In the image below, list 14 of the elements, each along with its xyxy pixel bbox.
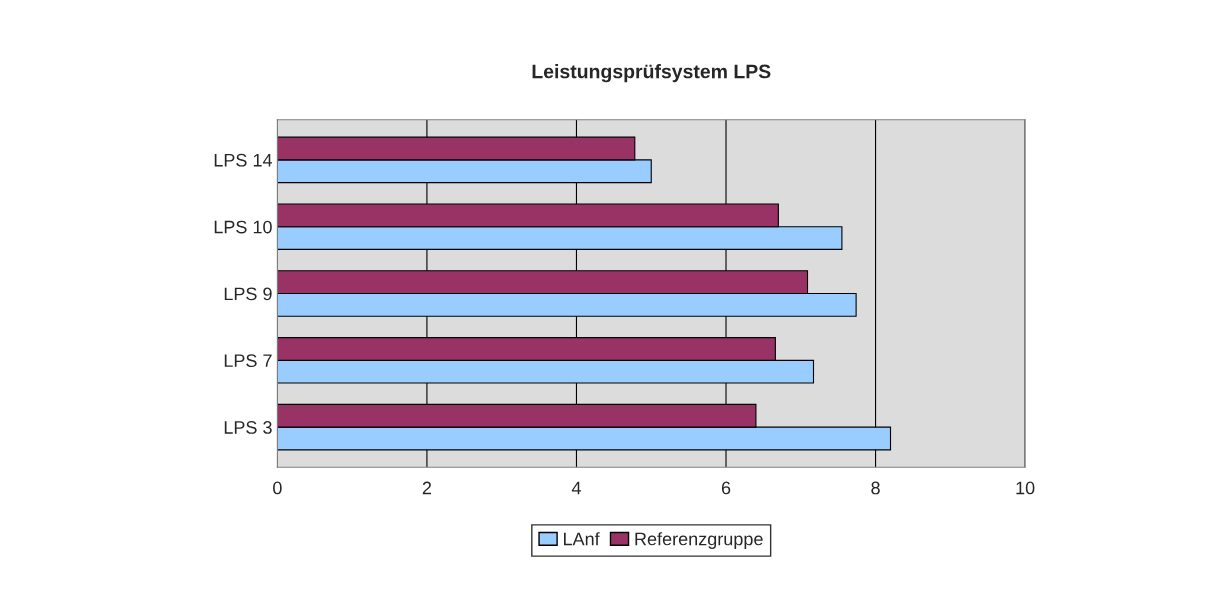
x-tick-label: 8 [871,481,880,495]
legend-label: LAnf [564,532,600,546]
y-tick-label: LPS 7 [224,354,272,368]
x-tick-label: 4 [571,481,581,495]
x-tick-label: 2 [422,481,432,495]
y-tick-label: LPS 14 [214,153,272,167]
y-tick-label: LPS 3 [224,421,272,434]
y-tick-label: LPS 9 [224,287,272,301]
legend-label: Referenzgruppe [635,532,763,549]
x-tick-label: 10 [1016,481,1035,495]
x-tick-label: 6 [721,481,731,495]
chart-title: Leistungsprüfsystem LPS [532,64,771,83]
y-tick-label: LPS 10 [214,220,272,234]
x-tick-label: 0 [273,481,282,495]
